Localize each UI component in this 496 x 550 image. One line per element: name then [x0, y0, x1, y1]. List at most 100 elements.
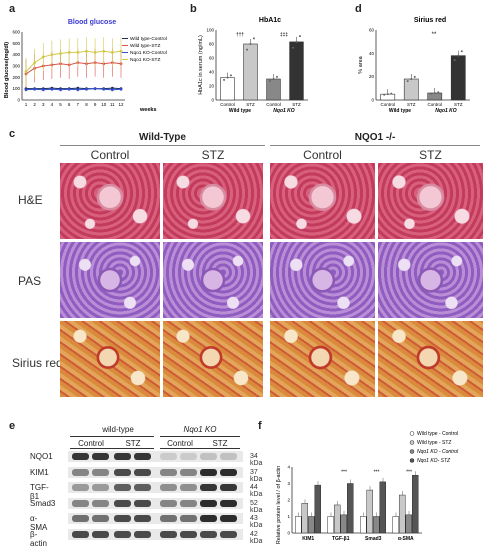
sirius-ko-control-image [270, 321, 375, 397]
pas-ko-stz-image [378, 242, 483, 318]
blot-band [180, 484, 197, 491]
blot-band [114, 468, 131, 476]
blot-band [220, 453, 237, 460]
blot-band [180, 530, 197, 538]
histology-row-he: H&E [18, 193, 43, 207]
chart-a-series-line-0 [26, 87, 122, 90]
chart-f-category: α-SMA [398, 536, 414, 542]
chart-f-sig: *** [374, 470, 380, 476]
chart-d-bar-1 [403, 78, 419, 101]
chart-d-ytick: 60 [369, 28, 375, 33]
blot-band [220, 468, 237, 476]
blot-col-0-line [70, 448, 112, 449]
chart-b-dot [229, 74, 232, 77]
blot-strip [68, 497, 243, 509]
blot-strip [68, 528, 243, 540]
chart-d-category-3: STZ [454, 102, 463, 107]
blot-kda-label: 42 kDa [250, 530, 263, 545]
blot-band [220, 530, 237, 538]
chart-b-dot [246, 48, 249, 51]
chart-b-ytick: 60 [209, 56, 215, 61]
histology-col-3: STZ [419, 148, 442, 162]
chart-a-xtick: 1 [25, 102, 28, 107]
chart-a-point [93, 87, 97, 91]
blot-band [134, 530, 151, 538]
chart-f-legend-entry: Wild type - STZ [417, 440, 451, 446]
chart-f-bar [327, 516, 334, 534]
blot-protein-label: α-SMA [30, 514, 48, 532]
chart-a-series-line-1 [25, 62, 122, 75]
chart-d-dot [390, 92, 393, 95]
chart-b-bar-3 [289, 41, 304, 101]
blot-col-2: Control [167, 439, 193, 448]
blot-kda-label: 52 kDa [250, 499, 263, 514]
he-ko-control-image [270, 163, 375, 239]
chart-a-point [76, 51, 80, 54]
blot-protein-label: KIM1 [30, 467, 49, 477]
chart-f-bar [379, 481, 386, 534]
chart-d-ylabel: % area [358, 55, 364, 73]
chart-b-group-0: Wild type [229, 108, 251, 114]
chart-a-point [85, 87, 88, 91]
chart-a-point [41, 88, 45, 92]
chart-d-category-0: Control [380, 102, 395, 107]
chart-a-point [24, 88, 28, 92]
chart-b-title: HbA1c [259, 17, 281, 24]
chart-d-bar-2 [427, 92, 443, 101]
chart-a-point [67, 51, 71, 54]
chart-d-dot [453, 59, 456, 62]
chart-f-bar [412, 475, 419, 534]
pas-wildtype-stz-image [163, 242, 263, 318]
chart-d-sig: ** [432, 32, 437, 38]
blot-band [160, 499, 177, 507]
blot-band [220, 515, 237, 522]
chart-f-ytick: 1 [287, 514, 290, 519]
legend-a-2: Nqo1 KO-Control [130, 50, 167, 56]
blot-band [220, 484, 237, 491]
blot-band [72, 453, 89, 460]
blot-band [114, 530, 131, 538]
chart-a-point [110, 88, 114, 92]
chart-b-category-2: Control [266, 102, 281, 107]
blot-band [92, 499, 109, 507]
blot-band [114, 499, 131, 507]
histology-col-0: Control [90, 148, 130, 162]
blot-divider-ko [160, 436, 240, 437]
blot-band [180, 499, 197, 507]
blot-col-1: STZ [125, 439, 141, 448]
blot-band [160, 515, 177, 522]
histology-row-pas: PAS [18, 274, 42, 288]
chart-a-point [93, 51, 97, 54]
blot-band [72, 530, 89, 538]
chart-f-bar [308, 516, 315, 534]
chart-d-dot [383, 93, 386, 96]
chart-d-dot [460, 50, 463, 53]
chart-f-sig: *** [341, 470, 347, 476]
chart-d-category-2: Control [427, 102, 442, 107]
chart-a-point [85, 49, 88, 53]
blot-band [200, 515, 217, 522]
histology-col-1: STZ [201, 148, 225, 162]
chart-a-point [41, 55, 45, 59]
chart-d-dot [437, 91, 440, 94]
blot-strip [68, 513, 243, 524]
pas-wildtype-control-image [60, 242, 160, 318]
blot-band [72, 499, 89, 507]
chart-f-legend-marker [409, 458, 415, 463]
blot-band [92, 530, 109, 538]
chart-f-legend-marker [409, 449, 415, 454]
blot-kda-label: 34 kDa [250, 453, 263, 467]
chart-f-bar [340, 514, 347, 534]
blood-glucose-chart: Blood glucose Blood glucose(mg/dl) weeks… [4, 19, 167, 113]
chart-a-series-line-3 [25, 50, 122, 73]
blot-band [92, 453, 109, 460]
blot-band [180, 453, 197, 460]
chart-f-ytick: 2 [287, 498, 290, 503]
chart-b-ytick: 0 [211, 98, 214, 103]
chart-a-xtick: 6 [68, 102, 71, 107]
sirius-wildtype-control-image [60, 321, 160, 397]
chart-b-dot [249, 43, 252, 45]
chart-f-bar [405, 514, 412, 534]
chart-a-ytick: 300 [12, 64, 20, 69]
chart-a-point [119, 49, 123, 53]
